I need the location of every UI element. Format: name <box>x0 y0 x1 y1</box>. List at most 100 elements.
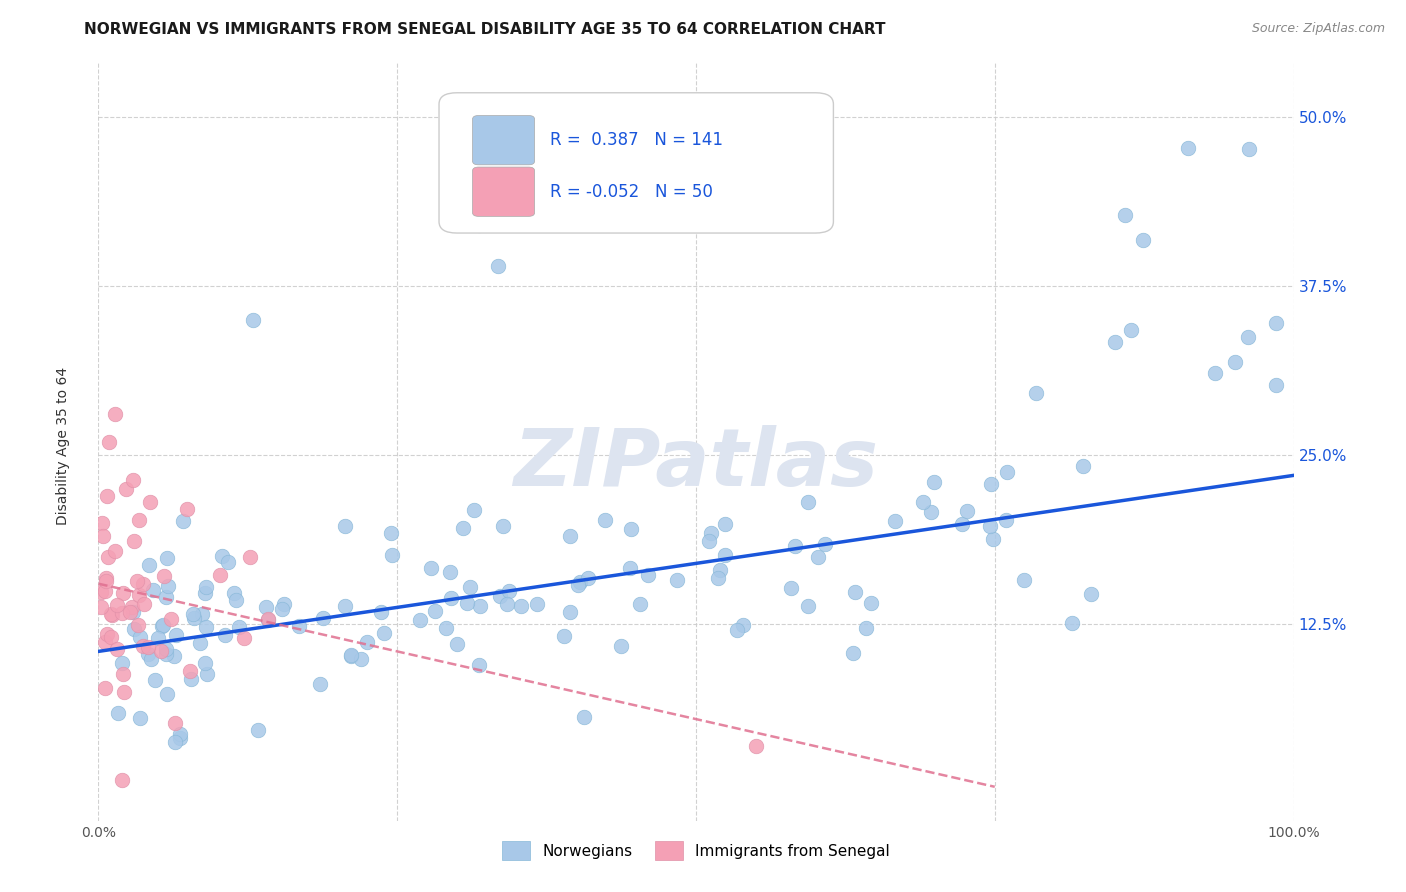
Point <box>214 628 236 642</box>
Point <box>104 544 127 558</box>
Point <box>470 599 492 613</box>
Point <box>141 652 163 666</box>
Point <box>922 475 945 489</box>
Point <box>105 599 128 613</box>
Point <box>107 642 129 657</box>
Point <box>150 619 173 633</box>
Point <box>380 526 402 541</box>
Point <box>807 550 830 565</box>
Point <box>576 571 599 585</box>
Point <box>160 612 183 626</box>
Point <box>952 517 974 532</box>
Point <box>254 600 277 615</box>
Point <box>981 532 1004 546</box>
Point <box>458 580 481 594</box>
Point <box>1177 141 1199 155</box>
Point <box>122 473 145 487</box>
Point <box>91 529 114 543</box>
Text: Disability Age 35 to 64: Disability Age 35 to 64 <box>56 367 70 525</box>
Point <box>1012 574 1035 588</box>
Point <box>920 505 942 519</box>
Point <box>1025 385 1047 400</box>
Point <box>94 583 117 598</box>
Point <box>139 495 162 509</box>
Point <box>96 627 118 641</box>
Point <box>733 617 755 632</box>
Point <box>96 489 118 503</box>
Point <box>439 565 461 579</box>
Point <box>381 549 404 563</box>
Point <box>111 667 134 681</box>
Point <box>486 259 509 273</box>
Point <box>101 607 124 622</box>
Point <box>420 561 443 575</box>
Text: ZIPatlas: ZIPatlas <box>513 425 879 503</box>
Point <box>97 549 120 564</box>
Point <box>339 648 361 663</box>
Point <box>165 628 187 642</box>
Point <box>456 596 478 610</box>
Point <box>127 574 149 589</box>
Text: Source: ZipAtlas.com: Source: ZipAtlas.com <box>1251 22 1385 36</box>
Point <box>179 664 201 678</box>
Point <box>434 621 457 635</box>
Point <box>107 706 129 720</box>
Point <box>1060 616 1083 631</box>
Point <box>1132 233 1154 247</box>
Point <box>340 648 363 662</box>
Point <box>1236 330 1258 344</box>
Point <box>567 577 589 591</box>
Point <box>308 677 330 691</box>
Point <box>163 715 186 730</box>
Point <box>232 632 254 646</box>
Point <box>1114 208 1136 222</box>
Point <box>780 582 803 596</box>
Point <box>242 312 264 326</box>
Point <box>725 624 748 638</box>
Point <box>94 634 117 648</box>
Point <box>813 536 835 550</box>
Point <box>121 599 143 614</box>
Point <box>165 734 187 748</box>
Point <box>155 590 177 604</box>
Point <box>172 514 194 528</box>
Point <box>128 588 150 602</box>
Point <box>128 513 150 527</box>
FancyBboxPatch shape <box>472 115 534 165</box>
Point <box>855 621 877 635</box>
Text: R = -0.052   N = 50: R = -0.052 N = 50 <box>550 183 713 201</box>
Point <box>211 549 233 563</box>
Point <box>224 586 246 600</box>
Point <box>91 516 114 530</box>
Point <box>796 494 818 508</box>
Point <box>446 637 468 651</box>
Point <box>558 605 581 619</box>
Point <box>350 652 373 666</box>
Point <box>489 590 512 604</box>
Point <box>169 727 191 741</box>
Point <box>509 599 531 613</box>
Point <box>142 582 165 597</box>
Point <box>90 585 112 599</box>
Point <box>136 640 159 655</box>
Point <box>127 617 149 632</box>
Point <box>980 477 1002 491</box>
Point <box>572 709 595 723</box>
Point <box>714 548 737 562</box>
Point <box>111 607 134 621</box>
Point <box>700 525 723 540</box>
Point <box>333 599 356 614</box>
Point <box>132 597 155 611</box>
Point <box>131 639 153 653</box>
Point <box>100 607 122 621</box>
Point <box>136 648 159 662</box>
Point <box>181 607 204 621</box>
Point <box>842 646 865 660</box>
Point <box>124 622 146 636</box>
Point <box>979 519 1001 533</box>
Point <box>468 218 491 232</box>
Text: R =  0.387   N = 141: R = 0.387 N = 141 <box>550 131 723 149</box>
Point <box>713 516 735 531</box>
Point <box>593 513 616 527</box>
Point <box>620 522 643 536</box>
